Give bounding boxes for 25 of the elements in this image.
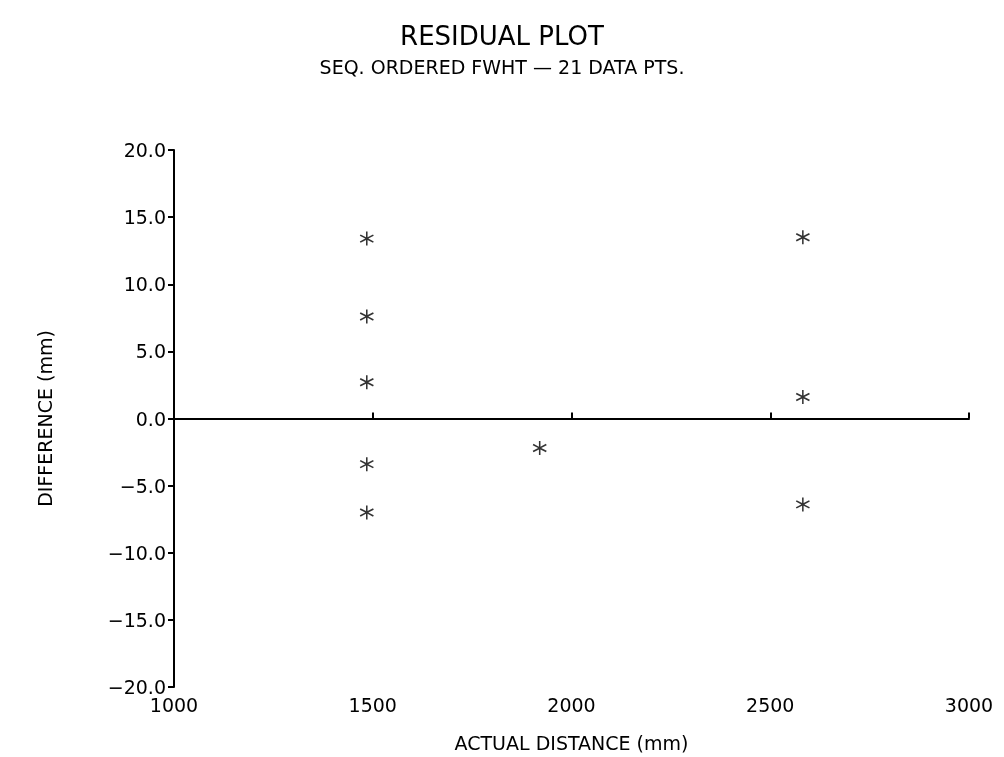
point — [359, 375, 374, 390]
x-axis-title: ACTUAL DISTANCE (mm) — [454, 731, 689, 754]
chart-subtitle: SEQ. ORDERED FWHT — 21 DATA PTS. — [319, 55, 685, 78]
y-tick-label: 0.0 — [135, 407, 166, 430]
point — [359, 231, 374, 246]
y-tick-label: 20.0 — [123, 139, 166, 161]
y-tick-label: 10.0 — [123, 273, 166, 296]
point — [795, 497, 810, 512]
point — [795, 230, 810, 245]
x-tick-label: 2000 — [547, 693, 596, 716]
point — [795, 390, 810, 405]
y-tick-label: 15.0 — [123, 206, 166, 229]
y-tick-label: −10.0 — [107, 541, 166, 564]
chart-title: RESIDUAL PLOT — [400, 21, 605, 51]
y-tick-label: −15.0 — [107, 608, 166, 631]
x-tick-label: 1500 — [348, 693, 397, 716]
y-tick-label: 5.0 — [135, 340, 166, 363]
x-tick-label: 3000 — [944, 693, 994, 716]
point — [359, 309, 374, 324]
y-axis-title: DIFFERENCE (mm) — [33, 330, 56, 507]
y-tick-label: −5.0 — [119, 474, 166, 497]
point — [532, 441, 547, 456]
point — [359, 505, 374, 520]
point — [359, 457, 374, 472]
x-tick-label: 2500 — [746, 693, 795, 716]
